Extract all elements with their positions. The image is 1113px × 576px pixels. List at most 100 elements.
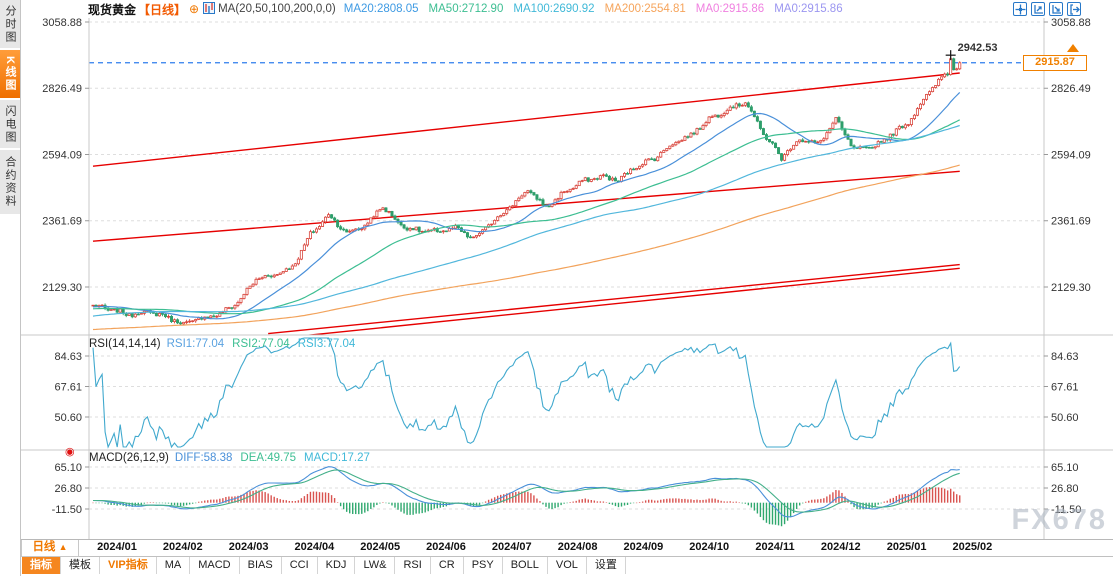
svg-text:3058.88: 3058.88 — [42, 18, 82, 29]
price-chart-svg[interactable]: 2942.53 3058.88 3058.88 2826.49 2826.49 2594.… — [21, 17, 1113, 539]
x-axis-label-13: 2025/02 — [952, 541, 993, 553]
period-arrow-icon: ▲ — [58, 542, 68, 552]
trendlines — [92, 72, 960, 335]
tab-设置[interactable]: 设置 — [587, 557, 626, 574]
ma-value-0: MA20:2808.05 — [343, 3, 419, 15]
tab-RSI[interactable]: RSI — [395, 557, 431, 574]
svg-text:26.80: 26.80 — [54, 483, 82, 495]
sidebar-item-1[interactable]: K线图 — [0, 50, 20, 100]
tab-BOLL[interactable]: BOLL — [503, 557, 548, 574]
x-axis-label-3: 2024/04 — [294, 541, 335, 553]
chart-toolbar — [1013, 2, 1081, 16]
tab-PSY[interactable]: PSY — [464, 557, 503, 574]
tab-VIP指标[interactable]: VIP指标 — [100, 557, 157, 574]
svg-text:67.61: 67.61 — [54, 382, 82, 394]
ma-value-3: MA200:2554.81 — [604, 3, 686, 15]
svg-text:2129.30: 2129.30 — [42, 282, 82, 294]
svg-text:2361.69: 2361.69 — [42, 216, 82, 228]
tab-VOL[interactable]: VOL — [548, 557, 587, 574]
panel-borders — [21, 18, 1113, 539]
x-axis-label-7: 2024/08 — [557, 541, 598, 553]
pan-right-icon[interactable] — [1067, 2, 1081, 16]
x-axis-label-10: 2024/11 — [755, 541, 795, 553]
svg-text:65.10: 65.10 — [1051, 462, 1079, 474]
period-tag: 【日线】 — [138, 2, 187, 17]
svg-text:65.10: 65.10 — [54, 462, 82, 474]
svg-text:50.60: 50.60 — [54, 412, 82, 424]
svg-text:2594.09: 2594.09 — [1051, 149, 1091, 161]
zoom-x-axis-icon[interactable] — [1049, 2, 1063, 16]
ma-value-1: MA50:2712.90 — [428, 3, 504, 15]
tab-指标[interactable]: 指标 — [22, 557, 61, 574]
crosshair-icon[interactable] — [1013, 2, 1027, 16]
x-axis-label-5: 2024/06 — [426, 541, 466, 553]
sidebar-item-2[interactable]: 闪电图 — [0, 100, 20, 150]
indicator-tabs: 指标 模板 VIP指标 MA MACD BIAS CCI KDJ LW& RSI CR PSY BOLL… — [21, 557, 1113, 574]
x-axis-label-0: 2024/01 — [97, 541, 137, 553]
tab-模板[interactable]: 模板 — [61, 557, 100, 574]
kline-settings-icon[interactable] — [203, 1, 216, 17]
axis-labels: 3058.88 3058.88 2826.49 2826.49 2594.09 2594.… — [42, 17, 1091, 516]
svg-text:3058.88: 3058.88 — [1051, 18, 1091, 29]
rsi-title: RSI(14,14,14) — [89, 338, 161, 350]
x-axis-label-11: 2024/12 — [820, 541, 861, 553]
svg-text:67.61: 67.61 — [1051, 382, 1079, 394]
current-price-badge: 2915.87 — [1023, 54, 1087, 71]
x-axis-label-1: 2024/02 — [162, 541, 203, 553]
tab-LW&[interactable]: LW& — [355, 557, 396, 574]
x-axis-label-8: 2024/09 — [623, 541, 664, 553]
tab-MACD[interactable]: MACD — [190, 557, 240, 574]
sidebar-item-0[interactable]: 分时图 — [0, 0, 20, 50]
price-up-arrow-icon — [1067, 43, 1079, 52]
svg-text:2361.69: 2361.69 — [1051, 216, 1091, 228]
chart-header: 现货黄金 【日线】 ⊕ MA(20,50,100,200,0,0) MA20:2… — [21, 0, 1113, 18]
macd-dea-line — [93, 469, 960, 513]
svg-text:2826.49: 2826.49 — [42, 83, 82, 95]
ma-values: MA20:2808.05 MA50:2712.90 MA100:2690.92 MA2… — [344, 3, 853, 15]
tab-MA[interactable]: MA — [157, 557, 191, 574]
rsi-line — [92, 337, 961, 449]
macd-title: MACD(26,12,9) — [89, 452, 169, 464]
x-axis-label-6: 2024/07 — [491, 541, 532, 553]
macd-diff-line — [92, 466, 960, 518]
x-axis-label-4: 2024/05 — [360, 541, 401, 553]
ma-value-5: MA0:2915.86 — [774, 3, 843, 15]
rsi-value-2: RSI3:77.04 — [297, 338, 356, 350]
macd-value-2: MACD:17.27 — [304, 452, 370, 464]
svg-text:-11.50: -11.50 — [52, 504, 82, 516]
ma-value-4: MA0:2915.86 — [695, 3, 765, 15]
tab-BIAS[interactable]: BIAS — [240, 557, 282, 574]
symbol-name: 现货黄金 — [88, 2, 137, 17]
svg-text:2594.09: 2594.09 — [42, 149, 82, 161]
ma-settings-label: MA(20,50,100,200,0,0) — [218, 3, 336, 15]
gridlines — [89, 21, 1044, 510]
rsi-panel-header: RSI(14,14,14) RSI1:77.04 RSI2:77.04 RSI3:77… — [89, 338, 371, 350]
macd-settings-icon[interactable]: ◉ — [65, 446, 75, 458]
rsi-value-1: RSI2:77.04 — [232, 338, 290, 350]
svg-text:84.63: 84.63 — [1051, 351, 1079, 363]
x-axis-label-2: 2024/03 — [228, 541, 269, 553]
tab-CCI[interactable]: CCI — [282, 557, 318, 574]
x-axis-label-9: 2024/10 — [689, 541, 730, 553]
zoom-y-axis-icon[interactable] — [1031, 2, 1045, 16]
ma-value-2: MA100:2690.92 — [513, 3, 595, 15]
svg-text:2826.49: 2826.49 — [1051, 83, 1091, 95]
sidebar-item-3[interactable]: 合约资料 — [0, 150, 20, 216]
svg-text:-11.50: -11.50 — [1051, 504, 1081, 516]
time-axis-row: 日线 ▲ 2024/01 2024/02 2024/03 2024/04 2024/05… — [21, 540, 1113, 557]
period-selector[interactable]: 日线 ▲ — [21, 540, 79, 557]
chart-area[interactable]: 2942.53 3058.88 3058.88 2826.49 2826.49 2594.… — [21, 17, 1113, 540]
tab-KDJ[interactable]: KDJ — [318, 557, 356, 574]
macd-value-1: DEA:49.75 — [240, 452, 297, 464]
svg-text:2129.30: 2129.30 — [1051, 282, 1091, 294]
macd-value-0: DIFF:58.38 — [174, 452, 233, 464]
svg-text:26.80: 26.80 — [1051, 483, 1079, 495]
ma-lines — [92, 91, 961, 331]
tab-CR[interactable]: CR — [431, 557, 464, 574]
chart-type-sidebar: 分时图 K线图 闪电图 合约资料 — [0, 0, 21, 576]
macd-panel-header: MACD(26,12,9) DIFF:58.38 DEA:49.75 MACD:17.… — [89, 452, 386, 464]
svg-text:84.63: 84.63 — [54, 351, 82, 363]
add-indicator-icon[interactable]: ⊕ — [189, 2, 200, 16]
candles — [91, 55, 962, 325]
